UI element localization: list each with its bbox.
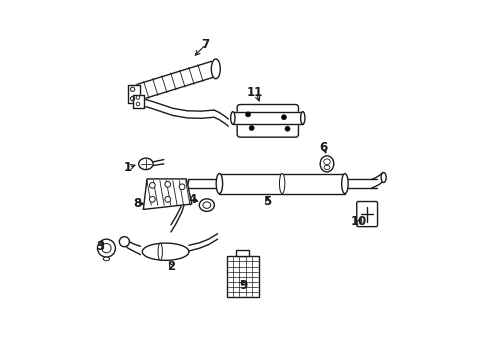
- Circle shape: [136, 102, 140, 106]
- Ellipse shape: [323, 159, 329, 165]
- Text: 9: 9: [239, 279, 247, 292]
- Text: 6: 6: [319, 141, 327, 154]
- Polygon shape: [143, 179, 191, 210]
- Ellipse shape: [324, 165, 329, 170]
- FancyBboxPatch shape: [237, 104, 298, 137]
- FancyBboxPatch shape: [236, 250, 249, 256]
- Polygon shape: [128, 85, 140, 103]
- Circle shape: [102, 243, 111, 253]
- Circle shape: [130, 87, 135, 91]
- Circle shape: [281, 115, 286, 120]
- Text: 2: 2: [166, 260, 175, 273]
- Ellipse shape: [341, 174, 347, 194]
- Circle shape: [130, 96, 135, 101]
- Circle shape: [249, 126, 254, 131]
- Circle shape: [149, 183, 155, 188]
- Ellipse shape: [230, 112, 235, 124]
- Text: 4: 4: [188, 193, 196, 206]
- Ellipse shape: [279, 174, 285, 194]
- Text: 10: 10: [350, 215, 366, 228]
- Ellipse shape: [103, 257, 109, 261]
- Circle shape: [136, 96, 140, 99]
- Circle shape: [164, 181, 170, 187]
- Ellipse shape: [211, 59, 220, 79]
- FancyBboxPatch shape: [356, 202, 377, 226]
- Ellipse shape: [320, 156, 333, 172]
- Ellipse shape: [142, 243, 188, 260]
- Circle shape: [149, 197, 155, 202]
- Ellipse shape: [380, 172, 386, 183]
- Ellipse shape: [203, 202, 210, 208]
- Text: 3: 3: [96, 240, 104, 253]
- Ellipse shape: [199, 199, 214, 211]
- Polygon shape: [136, 61, 216, 100]
- Ellipse shape: [139, 158, 153, 170]
- Text: 11: 11: [246, 86, 263, 99]
- Circle shape: [179, 184, 184, 190]
- Circle shape: [285, 126, 289, 131]
- Ellipse shape: [158, 243, 162, 260]
- Circle shape: [245, 112, 250, 117]
- FancyBboxPatch shape: [226, 256, 258, 297]
- Text: 7: 7: [201, 38, 209, 51]
- Text: 5: 5: [263, 195, 271, 208]
- Polygon shape: [133, 95, 144, 108]
- Text: 1: 1: [123, 161, 132, 174]
- Circle shape: [119, 237, 129, 247]
- Ellipse shape: [216, 174, 222, 194]
- Text: 8: 8: [133, 197, 141, 210]
- Circle shape: [97, 239, 115, 257]
- Circle shape: [164, 197, 170, 202]
- Ellipse shape: [300, 112, 305, 124]
